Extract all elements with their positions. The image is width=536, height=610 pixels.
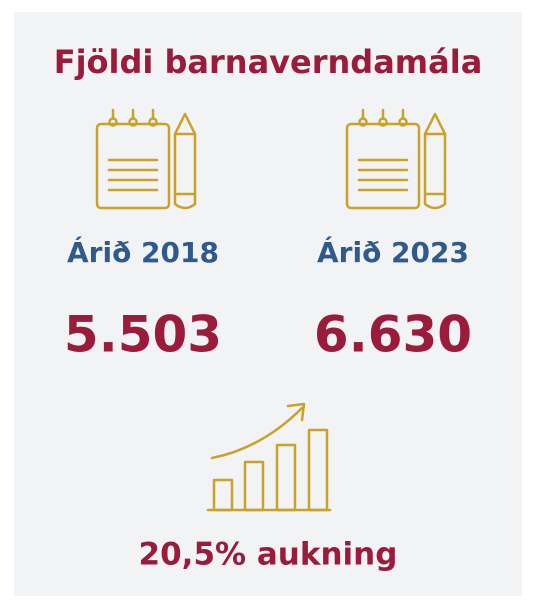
growth-icon <box>206 402 332 512</box>
count-value: 6.630 <box>314 306 472 364</box>
title: Fjöldi barnaverndamála <box>54 43 483 81</box>
footer: 20,5% aukning <box>139 537 398 573</box>
panel <box>14 12 522 596</box>
year-label: Árið 2018 <box>67 235 219 269</box>
year-label: Árið 2023 <box>317 235 469 269</box>
count-value: 5.503 <box>64 306 222 364</box>
